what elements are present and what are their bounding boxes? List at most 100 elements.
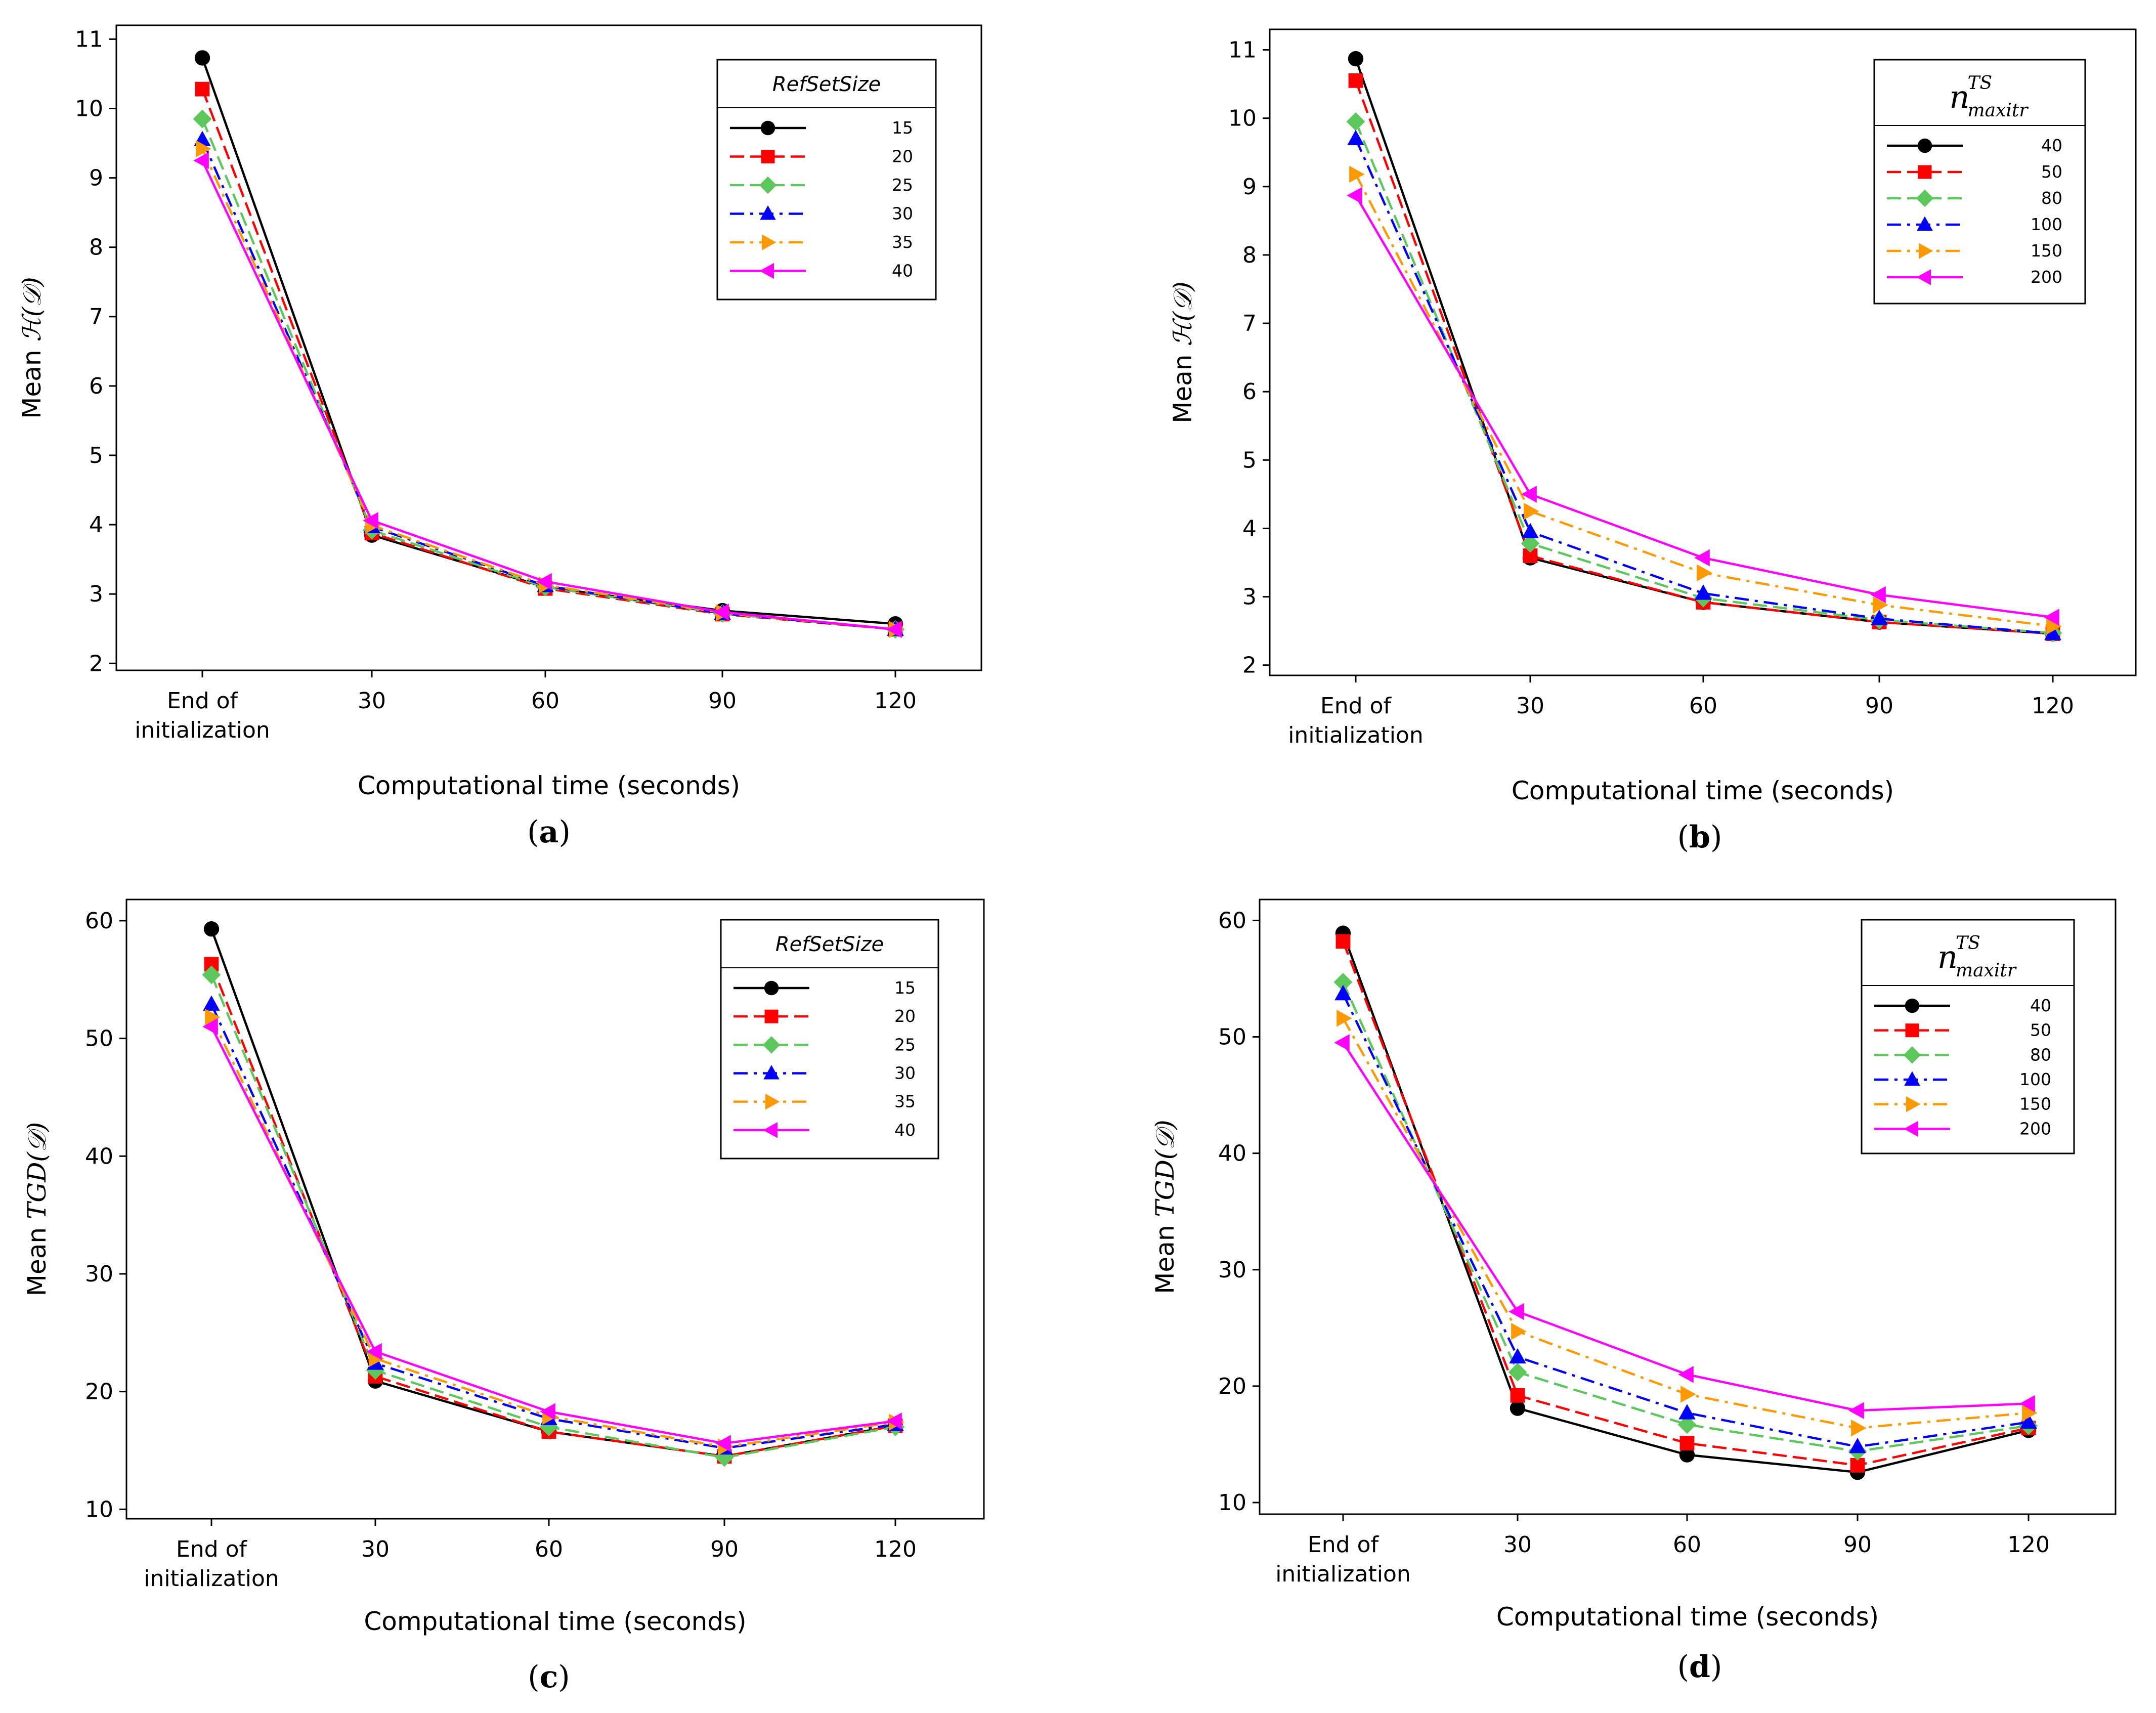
panel-caption: (a) (527, 815, 571, 850)
legend-item-40: 40 (1874, 996, 2051, 1015)
x-tick-label-line: 90 (710, 1536, 739, 1562)
y-axis-title: Mean ℋ(𝒟) (17, 277, 47, 418)
caption-close: ) (558, 815, 570, 850)
x-tick-label-line: initialization (1275, 1561, 1411, 1587)
legend-label: 25 (892, 175, 913, 195)
series-40 (202, 1018, 902, 1452)
x-tick-label-line: 120 (2032, 693, 2074, 719)
caption-open: ( (1677, 820, 1689, 855)
legend-label: 15 (892, 118, 913, 138)
legend-title: n (1937, 938, 1958, 975)
y-tick-label: 11 (75, 26, 103, 52)
data-point (203, 921, 220, 937)
data-point (1522, 523, 1539, 539)
x-tick-label: 90 (708, 688, 737, 714)
series-200 (1347, 187, 2059, 626)
data-point (1347, 130, 1364, 146)
x-axis-title: Computational time (seconds) (364, 1607, 746, 1636)
data-point (1508, 1303, 1524, 1320)
y-tick-label: 10 (75, 96, 103, 122)
y-axis-title-math: TGD(𝒟) (1150, 1120, 1180, 1217)
data-point (194, 50, 210, 66)
y-axis-title-prefix: Mean (17, 342, 47, 419)
data-point (363, 512, 378, 529)
y-tick-label: 60 (1218, 908, 1246, 933)
data-point (1851, 1419, 1867, 1437)
x-tick-label: 120 (874, 1536, 917, 1562)
caption-close: ) (1710, 1649, 1722, 1685)
legend-swatch-marker (1917, 216, 1933, 231)
data-point (1511, 1322, 1527, 1340)
legend-label: 40 (2030, 996, 2051, 1015)
data-point (1848, 1402, 1864, 1419)
caption-open: ( (527, 815, 539, 850)
data-point (1334, 984, 1352, 1001)
legend-title-sup: TS (1956, 933, 1980, 954)
x-tick-label-line: 60 (1673, 1532, 1701, 1558)
x-tick-label: End of initialization (144, 1536, 279, 1592)
legend-swatch-marker (762, 1036, 781, 1054)
data-point (713, 604, 729, 621)
caption-letter: b (1689, 820, 1710, 855)
x-tick-label-line: End of (167, 688, 239, 714)
data-point (193, 109, 212, 129)
legend-swatch-marker (765, 1093, 780, 1110)
chart-panel-c: 10 20 30 40 50 60 End of initialization 30 60 90 12… (22, 898, 985, 1636)
legend-swatch-marker (1918, 165, 1932, 179)
chart-panel-b: 2 3 4 5 6 7 8 9 10 11 End of initialization 30 60 90 12… (1168, 28, 2137, 805)
data-point (202, 965, 221, 984)
legend-label: 80 (2030, 1045, 2051, 1064)
caption-letter: c (540, 1659, 558, 1695)
chart-panel-a: 2 3 4 5 6 7 8 9 10 11 End of initialization 30 60 90 12… (17, 24, 982, 800)
y-tick-label: 3 (1242, 584, 1257, 610)
y-tick-label: 20 (85, 1379, 113, 1405)
legend-label: 200 (2031, 267, 2062, 287)
data-point (1348, 73, 1363, 88)
x-tick-label-line: 60 (531, 688, 559, 714)
data-point (886, 621, 902, 638)
legend-item-200: 200 (1874, 1119, 2051, 1138)
y-tick-label: 50 (1218, 1024, 1246, 1050)
legend-item-25: 25 (734, 1035, 916, 1054)
legend-label: 100 (2019, 1069, 2051, 1089)
legend-label: 150 (2031, 241, 2062, 261)
legend-item-80: 80 (1887, 188, 2062, 208)
data-point (1346, 112, 1365, 131)
y-tick-label: 9 (89, 165, 103, 191)
x-tick-label: 120 (2007, 1532, 2050, 1558)
data-point (366, 1343, 382, 1360)
legend-swatch-marker (763, 1122, 778, 1138)
x-tick-label-line: 120 (874, 1536, 917, 1562)
legend-swatch-marker (1919, 243, 1933, 259)
legend: RefSetSize 15 20 25 30 35 40 (720, 919, 939, 1160)
y-tick-label: 10 (1228, 106, 1257, 132)
series-line (1342, 993, 2029, 1448)
x-axis-title: Computational time (seconds) (358, 771, 740, 800)
legend-label: 40 (2041, 136, 2062, 155)
legend: nTS maxitr 40 50 80 100 150 200 (1873, 59, 2086, 305)
legend-label: 80 (2041, 188, 2062, 208)
data-point (2020, 1413, 2037, 1429)
legend-label: 25 (894, 1035, 916, 1054)
x-tick-label-line: initialization (1288, 722, 1424, 748)
chart-panel-d: 10 20 30 40 50 60 End of initialization 30 60 90 12… (1150, 898, 2117, 1632)
x-tick-label-line: initialization (135, 717, 270, 743)
legend-frame (716, 59, 937, 301)
legend-swatch-marker (1905, 1023, 1919, 1038)
y-axis-title: Mean ℋ(𝒟) (1168, 281, 1197, 423)
legend-swatch-marker (759, 176, 777, 194)
series-100 (1334, 984, 2037, 1453)
series-150 (1336, 1009, 2038, 1437)
y-tick-label: 30 (85, 1261, 113, 1287)
data-point (2019, 1395, 2035, 1412)
y-tick-label: 60 (85, 908, 113, 934)
legend-label: 40 (894, 1120, 916, 1140)
x-axis-title: Computational time (seconds) (1512, 776, 1894, 805)
legend-swatch-marker (764, 980, 779, 996)
legend-label: 200 (2019, 1119, 2051, 1138)
data-point (1510, 1388, 1525, 1403)
x-tick-label: 90 (1865, 693, 1893, 719)
x-tick-label: 90 (710, 1536, 739, 1562)
plot-frame (125, 898, 985, 1520)
data-point (1521, 534, 1540, 553)
